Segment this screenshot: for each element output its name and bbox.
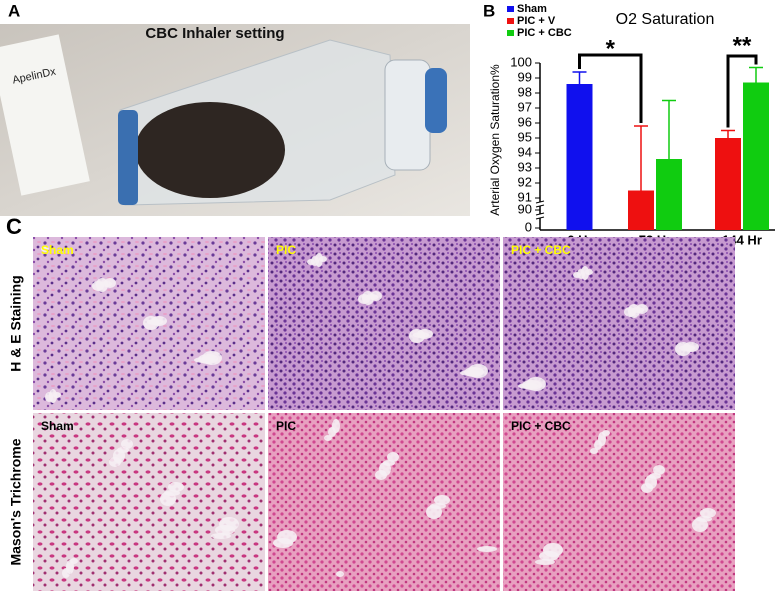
axis-break bbox=[535, 212, 545, 216]
alveolus bbox=[319, 256, 327, 262]
bar bbox=[628, 190, 654, 230]
error-bar bbox=[749, 66, 763, 83]
alveolus bbox=[53, 392, 61, 398]
alveolus bbox=[653, 465, 665, 475]
alveolus bbox=[468, 364, 488, 378]
bar bbox=[743, 82, 769, 230]
y-tick-label: 93 bbox=[518, 159, 532, 174]
significance: * bbox=[606, 35, 616, 62]
alveolus bbox=[277, 530, 297, 544]
axis-break bbox=[535, 200, 545, 204]
error-bar bbox=[634, 125, 648, 191]
alveolus bbox=[332, 419, 340, 433]
alveolus bbox=[121, 439, 133, 449]
alveolus bbox=[636, 304, 648, 314]
micrograph bbox=[268, 237, 500, 410]
panel-caption: PIC + CBC bbox=[511, 243, 571, 257]
y-tick-label: 95 bbox=[518, 129, 532, 144]
bar bbox=[715, 138, 741, 230]
alveolus bbox=[477, 546, 497, 552]
photo-title: CBC Inhaler setting bbox=[145, 25, 284, 42]
y-tick-label: 92 bbox=[518, 174, 532, 189]
alveolus bbox=[434, 495, 450, 505]
panel-label: A bbox=[8, 1, 20, 20]
inhaler-photo: ApelinDx CBC Inhaler setting bbox=[0, 24, 470, 216]
significance-bracket bbox=[578, 53, 643, 123]
legend-label: Sham bbox=[517, 3, 547, 15]
error-bar bbox=[721, 129, 735, 138]
significance: ** bbox=[733, 32, 752, 59]
legend-swatch bbox=[507, 30, 514, 36]
alveolus bbox=[700, 508, 716, 518]
y-tick-label: 98 bbox=[518, 84, 532, 99]
y-tick-label: 96 bbox=[518, 114, 532, 129]
bar bbox=[566, 84, 593, 230]
alveolus bbox=[202, 351, 222, 365]
alveolus bbox=[324, 435, 332, 441]
panel-caption: Sham bbox=[41, 243, 74, 257]
panel-caption: PIC + CBC bbox=[511, 419, 571, 433]
legend-swatch bbox=[507, 6, 514, 12]
alveolus bbox=[336, 571, 344, 577]
alveolus bbox=[526, 377, 546, 391]
micrograph bbox=[503, 413, 735, 591]
significance-bracket bbox=[726, 54, 758, 128]
alveolus bbox=[387, 452, 399, 462]
y-tick-label: 0 bbox=[525, 219, 532, 234]
alveolus bbox=[585, 269, 593, 275]
y-tick-label: 91 bbox=[518, 189, 532, 204]
row-label: H & E Staining bbox=[8, 275, 24, 371]
alveolus bbox=[417, 329, 433, 339]
alveolus bbox=[104, 278, 116, 288]
panel-caption: PIC bbox=[276, 419, 296, 433]
error-bar bbox=[572, 71, 587, 84]
alveolus bbox=[370, 291, 382, 301]
alveolus bbox=[168, 482, 184, 492]
y-axis-label: Arterial Oxygen Saturation% bbox=[488, 64, 502, 216]
chart-title: O2 Saturation bbox=[616, 11, 715, 28]
panel-caption: PIC bbox=[276, 243, 296, 257]
alveolus bbox=[590, 448, 598, 454]
alveolus bbox=[219, 517, 239, 531]
alveolus bbox=[41, 246, 49, 252]
axis-break bbox=[535, 204, 545, 208]
histology-grid: H & E Staining Sham PIC PIC + CBC Mason's Tr… bbox=[8, 237, 735, 591]
panel-label: C bbox=[6, 214, 22, 239]
y-tick-label: 94 bbox=[518, 144, 532, 159]
alveolus bbox=[543, 543, 563, 557]
legend-swatch bbox=[507, 18, 514, 24]
legend-label: PIC + V bbox=[517, 15, 556, 27]
micrograph bbox=[268, 413, 500, 591]
axis-break bbox=[535, 216, 545, 220]
error-bar bbox=[662, 99, 676, 159]
legend-label: PIC + CBC bbox=[517, 27, 572, 39]
alveolus bbox=[683, 342, 699, 352]
alveolus bbox=[151, 316, 167, 326]
alveolus bbox=[58, 422, 66, 428]
y-tick-label: 99 bbox=[518, 69, 532, 84]
row-label: Mason's Trichrome bbox=[8, 438, 24, 565]
y-tick-label: 97 bbox=[518, 99, 532, 114]
y-tick-label: 90 bbox=[518, 201, 532, 216]
y-tick-label: 100 bbox=[510, 54, 532, 69]
panel-label: B bbox=[483, 1, 495, 20]
bar-chart: O2 Saturation Arterial Oxygen Saturation… bbox=[488, 3, 775, 247]
alveolus bbox=[70, 558, 78, 564]
alveolus bbox=[602, 430, 610, 436]
bar bbox=[656, 159, 682, 230]
panel-caption: Sham bbox=[41, 419, 74, 433]
